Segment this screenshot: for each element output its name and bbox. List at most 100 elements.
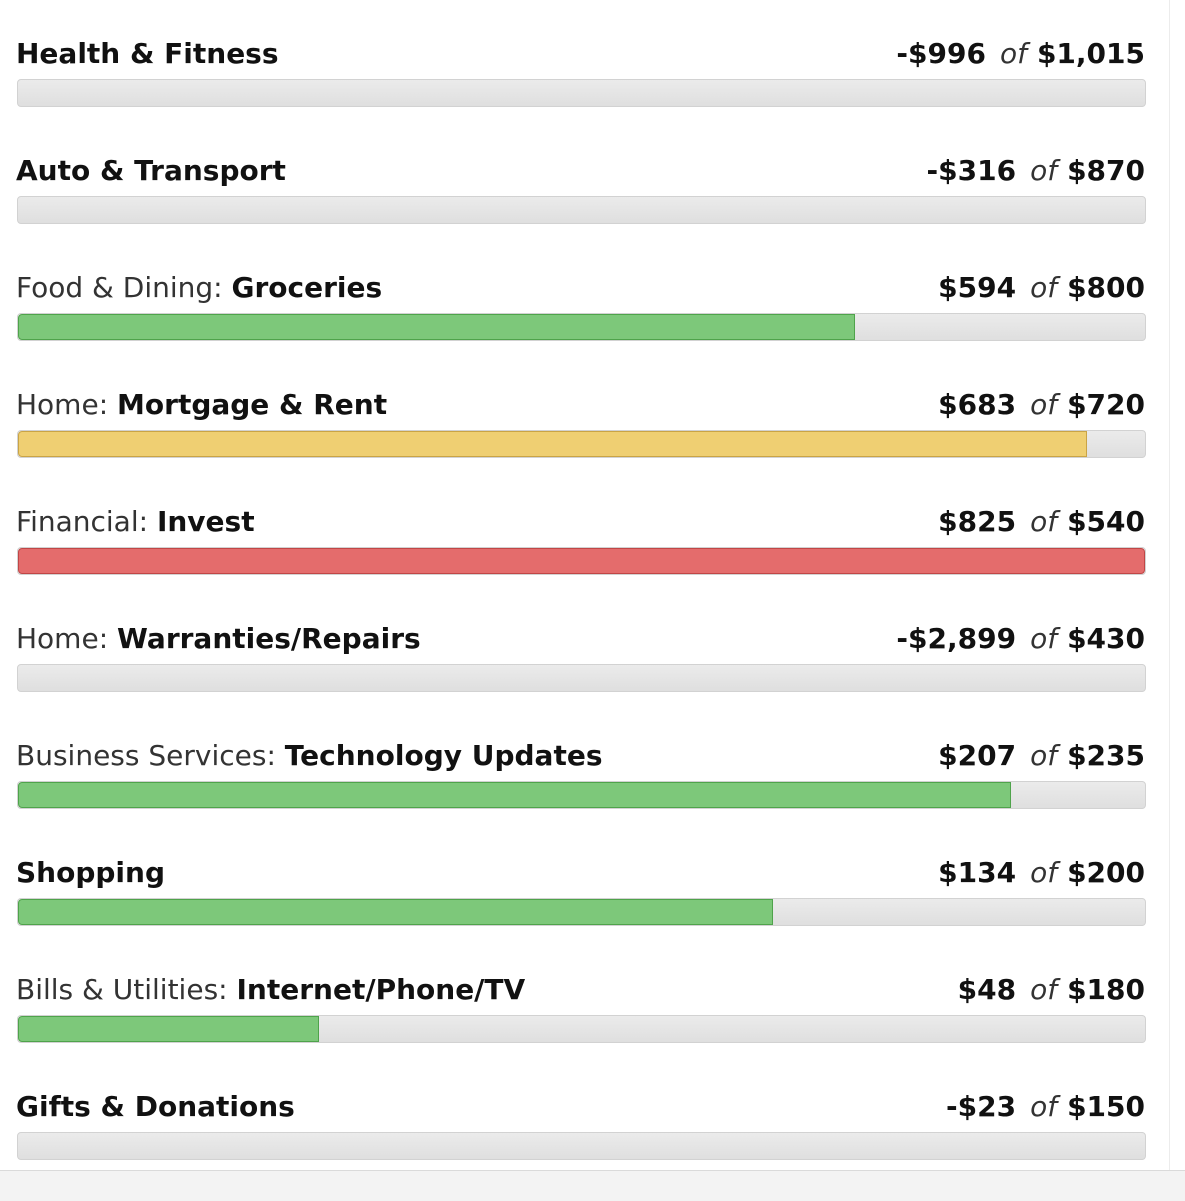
category-label: Health & Fitness [16,34,279,74]
category-name: Gifts & Donations [16,1090,295,1123]
budget-row-health-fitness[interactable]: Health & Fitness -$996 of $1,015 [0,0,1185,117]
spent-amount: -$23 [945,1090,1017,1123]
budget-amounts: $825 of $540 [938,502,1145,542]
category-label: Gifts & Donations [16,1087,295,1127]
budget-row-warranties-repairs[interactable]: Home: Warranties/Repairs -$2,899 of $430 [0,585,1185,702]
of-label: of [1030,973,1058,1006]
progress-fill [18,782,1011,808]
budget-row-header: Health & Fitness -$996 of $1,015 [16,34,1145,74]
budget-amounts: -$23 of $150 [946,1087,1145,1127]
of-label: of [1030,505,1058,538]
budget-row-header: Gifts & Donations -$23 of $150 [16,1087,1145,1127]
budget-amounts: $594 of $800 [938,268,1145,308]
spent-amount: $683 [938,388,1017,421]
budget-row-header: Auto & Transport -$316 of $870 [16,151,1145,191]
progress-fill [18,548,1145,574]
budget-row-groceries[interactable]: Food & Dining: Groceries $594 of $800 [0,234,1185,351]
category-parent: Home: [16,622,118,655]
budget-row-internet-phone-tv[interactable]: Bills & Utilities: Internet/Phone/TV $48… [0,936,1185,1053]
category-parent: Food & Dining: [16,271,232,304]
of-label: of [1030,388,1058,421]
budget-list: Health & Fitness -$996 of $1,015 Auto & Tr… [0,0,1185,1170]
category-label: Business Services: Technology Updates [16,736,603,776]
category-parent: Business Services: [16,739,285,772]
budget-row-auto-transport[interactable]: Auto & Transport -$316 of $870 [0,117,1185,234]
budget-amount: $430 [1067,622,1145,655]
budget-row-technology-updates[interactable]: Business Services: Technology Updates $2… [0,702,1185,819]
category-name: Invest [156,505,255,538]
spent-amount: -$316 [926,154,1017,187]
of-label: of [1030,622,1058,655]
spent-amount: $207 [938,739,1017,772]
budget-row-shopping[interactable]: Shopping $134 of $200 [0,819,1185,936]
category-label: Home: Warranties/Repairs [16,619,421,659]
budget-row-mortgage-rent[interactable]: Home: Mortgage & Rent $683 of $720 [0,351,1185,468]
progress-track [17,196,1146,224]
category-label: Food & Dining: Groceries [16,268,382,308]
budget-row-header: Financial: Invest $825 of $540 [16,502,1145,542]
budget-row-header: Home: Mortgage & Rent $683 of $720 [16,385,1145,425]
budget-amounts: -$996 of $1,015 [896,34,1145,74]
progress-track [17,1015,1146,1043]
budget-amounts: -$316 of $870 [927,151,1146,191]
budget-amount: $870 [1067,154,1145,187]
category-name: Health & Fitness [16,37,279,70]
progress-track [17,898,1146,926]
right-divider [1169,0,1170,1170]
budget-row-header: Bills & Utilities: Internet/Phone/TV $48… [16,970,1145,1010]
budget-amount: $720 [1067,388,1145,421]
category-name: Internet/Phone/TV [236,973,526,1006]
budget-amount: $800 [1067,271,1145,304]
budget-row-header: Shopping $134 of $200 [16,853,1145,893]
progress-track [17,547,1146,575]
progress-fill [18,1016,319,1042]
category-name: Warranties/Repairs [117,622,421,655]
of-label: of [1030,271,1058,304]
budget-row-invest[interactable]: Financial: Invest $825 of $540 [0,468,1185,585]
budget-amount: $235 [1067,739,1145,772]
of-label: of [1030,1090,1058,1123]
category-name: Shopping [16,856,165,889]
budget-row-gifts-donations[interactable]: Gifts & Donations -$23 of $150 [0,1053,1185,1170]
progress-track [17,313,1146,341]
of-label: of [999,37,1027,70]
category-name: Auto & Transport [16,154,286,187]
progress-track [17,1132,1146,1160]
budget-amount: $1,015 [1036,37,1145,70]
progress-track [17,430,1146,458]
spent-amount: -$2,899 [896,622,1017,655]
category-label: Home: Mortgage & Rent [16,385,387,425]
progress-fill [18,899,774,925]
progress-fill [18,431,1088,457]
category-parent: Bills & Utilities: [16,973,237,1006]
category-name: Groceries [231,271,383,304]
budget-amounts: -$2,899 of $430 [896,619,1145,659]
budget-amounts: $207 of $235 [938,736,1145,776]
progress-track [17,781,1146,809]
category-label: Shopping [16,853,165,893]
spent-amount: $134 [938,856,1017,889]
category-label: Financial: Invest [16,502,255,542]
category-name: Technology Updates [284,739,603,772]
progress-fill [18,314,855,340]
budget-amount: $150 [1067,1090,1145,1123]
of-label: of [1030,856,1058,889]
bottom-bar [0,1170,1185,1201]
category-name: Mortgage & Rent [117,388,388,421]
spent-amount: -$996 [896,37,986,70]
category-parent: Home: [16,388,118,421]
budget-row-header: Home: Warranties/Repairs -$2,899 of $430 [16,619,1145,659]
budget-row-header: Food & Dining: Groceries $594 of $800 [16,268,1145,308]
progress-track [17,79,1146,107]
budget-amounts: $683 of $720 [938,385,1145,425]
spent-amount: $825 [938,505,1017,538]
category-parent: Financial: [16,505,157,538]
category-label: Auto & Transport [16,151,286,191]
budget-amounts: $134 of $200 [938,853,1145,893]
progress-track [17,664,1146,692]
of-label: of [1030,739,1058,772]
spent-amount: $594 [938,271,1017,304]
spent-amount: $48 [957,973,1017,1006]
budget-amount: $540 [1067,505,1145,538]
budget-amount: $200 [1067,856,1145,889]
